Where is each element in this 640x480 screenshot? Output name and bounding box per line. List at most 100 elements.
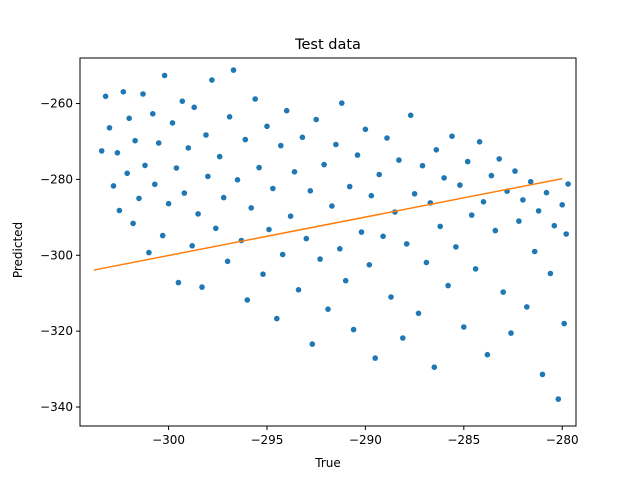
scatter-point xyxy=(270,185,276,192)
scatter-point xyxy=(173,165,180,171)
scatter-point xyxy=(303,235,310,242)
scatter-point xyxy=(333,141,339,148)
scatter-point xyxy=(116,207,123,214)
scatter-point xyxy=(226,114,233,120)
scatter-point xyxy=(266,226,272,233)
scatter-point xyxy=(252,96,258,102)
scatter-point xyxy=(150,111,156,117)
scatter-point xyxy=(527,178,534,185)
scatter-point xyxy=(175,279,182,286)
scatter-point xyxy=(516,218,522,224)
scatter-point xyxy=(98,148,105,154)
scatter-point xyxy=(468,212,475,218)
scatter-point xyxy=(431,364,438,371)
x-tick-label: −285 xyxy=(447,433,480,447)
y-axis: −260 −280 −300 −320 −340 xyxy=(40,97,80,414)
scatter-point xyxy=(264,123,270,130)
scatter-point xyxy=(419,162,426,169)
scatter-point xyxy=(384,135,390,141)
scatter-point xyxy=(130,220,136,227)
scatter-point xyxy=(415,310,422,317)
scatter-point xyxy=(295,287,302,293)
scatter-point xyxy=(307,188,314,194)
scatter-point xyxy=(555,396,562,402)
scatter-point xyxy=(551,222,558,229)
scatter-point xyxy=(161,72,168,79)
plot-area-frame xyxy=(79,57,577,427)
scatter-point xyxy=(106,125,113,131)
scatter-point xyxy=(140,91,146,97)
scatter-point xyxy=(126,115,132,122)
scatter-point xyxy=(472,266,479,272)
scatter-point xyxy=(159,232,166,239)
fit-line-layer xyxy=(93,177,563,271)
scatter-point xyxy=(224,258,231,265)
scatter-point xyxy=(380,233,386,240)
x-axis: −300 −295 −290 −285 −280 xyxy=(152,426,579,447)
scatter-point xyxy=(388,294,394,300)
scatter-point xyxy=(520,197,526,203)
scatter-point xyxy=(189,243,195,249)
scatter-point xyxy=(191,104,197,111)
scatter-point xyxy=(279,251,286,258)
scatter-point xyxy=(396,157,402,163)
scatter-point xyxy=(181,190,188,196)
scatter-point xyxy=(476,139,483,145)
scatter-point xyxy=(213,225,219,232)
scatter-point xyxy=(317,256,323,262)
scatter-point xyxy=(278,142,284,149)
y-tick-label: −320 xyxy=(40,324,73,338)
scatter-point xyxy=(155,140,162,146)
scatter-point xyxy=(437,223,444,230)
scatter-point xyxy=(234,177,241,183)
scatter-point xyxy=(445,282,451,289)
scatter-point xyxy=(299,134,306,141)
scatter-point xyxy=(209,77,215,83)
scatter-point xyxy=(453,244,459,250)
scatter-point xyxy=(464,158,471,165)
scatter-point xyxy=(142,162,148,169)
scatter-point xyxy=(242,136,249,143)
scatter-point xyxy=(423,259,430,266)
scatter-point xyxy=(512,168,518,174)
scatter-point xyxy=(350,326,357,333)
scatter-point xyxy=(230,67,237,73)
scatter-point xyxy=(309,341,316,347)
scatter-point xyxy=(165,200,172,207)
scatter-point xyxy=(185,145,192,151)
scatter-point xyxy=(539,371,546,378)
scatter-point xyxy=(216,153,223,160)
scatter-point xyxy=(488,172,495,179)
y-tick-label: −280 xyxy=(40,172,73,186)
scatter-point xyxy=(256,164,262,171)
scatter-point xyxy=(124,170,130,177)
scatter-point xyxy=(403,241,410,247)
x-tick-label: −300 xyxy=(152,433,185,447)
scatter-point xyxy=(480,199,487,205)
scatter-point xyxy=(102,93,109,100)
y-tick-label: −300 xyxy=(40,248,73,262)
x-tick-label: −290 xyxy=(349,433,382,447)
scatter-point xyxy=(325,306,331,313)
scatter-point xyxy=(220,194,227,201)
scatter-point xyxy=(484,351,491,358)
scatter-point xyxy=(559,202,565,208)
scatter-point xyxy=(203,132,209,138)
scatter-point xyxy=(500,289,507,295)
scatter-point xyxy=(152,181,158,188)
scatter-point xyxy=(543,189,550,196)
scatter-point xyxy=(260,271,266,278)
scatter-point xyxy=(358,229,365,235)
scatter-point xyxy=(321,161,327,168)
fit-line xyxy=(93,177,563,271)
scatter-point xyxy=(199,284,205,290)
scatter-point xyxy=(244,297,251,303)
scatter-point xyxy=(120,89,127,95)
x-axis-label: True xyxy=(314,456,341,470)
scatter-point xyxy=(329,203,335,209)
scatter-point xyxy=(132,137,138,144)
scatter-point xyxy=(337,246,343,252)
scatter-point xyxy=(433,147,440,153)
scatter-point xyxy=(313,116,320,123)
